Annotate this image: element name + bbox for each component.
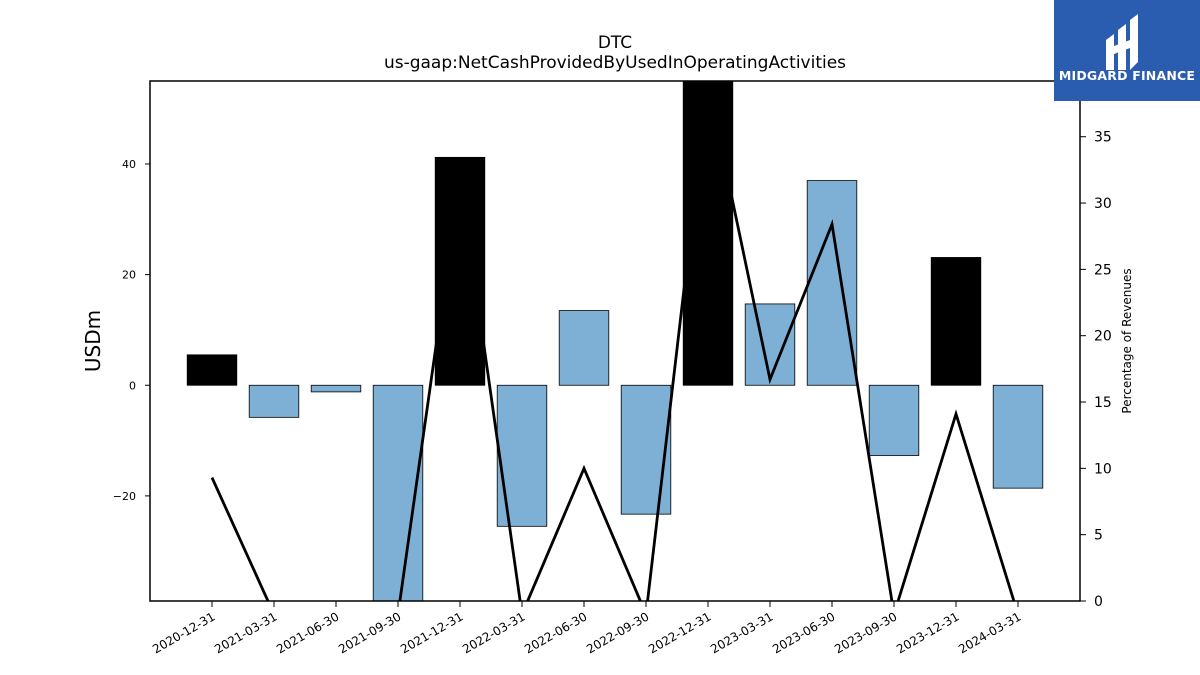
x-tick-label: 2022-12-31 [646,609,713,656]
y2-tick-label: 15 [1094,395,1112,411]
y-axis-label: USDm [81,310,105,372]
y2-tick-label: 0 [1094,594,1103,610]
logo-mark-icon [1106,14,1138,70]
x-tick-label: 2023-03-31 [708,609,775,656]
chart-title: DTC [597,33,633,53]
bar-2022-09-30 [620,384,672,515]
y-tick-label: 40 [122,158,136,171]
y2-tick-label: 30 [1094,196,1112,212]
y2-tick-label: 10 [1094,461,1112,477]
logo: MIDGARD FINANCE [1054,0,1200,101]
y2-axis-label: Percentage of Revenues [1120,268,1134,413]
x-tick-label: 2024-03-31 [956,609,1023,656]
plot-frame [149,80,1081,602]
x-tick-label: 2021-06-30 [274,609,341,656]
y-tick-label: 0 [129,379,136,392]
bar-2023-12-31 [930,257,982,386]
percentage-line [210,83,1016,601]
y-tick-label: −20 [113,490,136,503]
x-tick-label: 2021-12-31 [398,609,465,656]
bar-2020-12-31 [186,354,238,386]
x-tick-label: 2023-09-30 [832,609,899,656]
x-tick-label: 2022-03-31 [460,609,527,656]
x-tick-label: 2021-09-30 [336,609,403,656]
x-tick-label: 2023-06-30 [770,609,837,656]
bar-2022-03-31 [496,384,548,527]
bar-2024-03-31 [992,384,1044,489]
x-tick-label: 2021-03-31 [212,609,279,656]
bar-2022-06-30 [558,310,610,386]
bar-2023-09-30 [868,384,920,456]
y-tick-label: 20 [122,269,136,282]
bar-2021-03-31 [248,384,300,418]
y2-tick-label: 5 [1094,528,1103,544]
logo-text: MIDGARD FINANCE [1058,68,1196,83]
x-tick-label: 2022-06-30 [522,609,589,656]
x-tick-label: 2023-12-31 [894,609,961,656]
y2-tick-label: 35 [1094,130,1112,146]
y2-tick-label: 25 [1094,262,1112,278]
bar-2021-06-30 [310,384,362,393]
bar-2023-06-30 [806,180,858,386]
x-tick-label: 2020-12-31 [150,609,217,656]
chart-subtitle: us-gaap:NetCashProvidedByUsedInOperating… [383,53,847,73]
bar-2021-12-31 [434,156,486,386]
y2-tick-label: 20 [1094,329,1112,345]
x-tick-label: 2022-09-30 [584,609,651,656]
bar-2023-03-31 [744,303,796,386]
